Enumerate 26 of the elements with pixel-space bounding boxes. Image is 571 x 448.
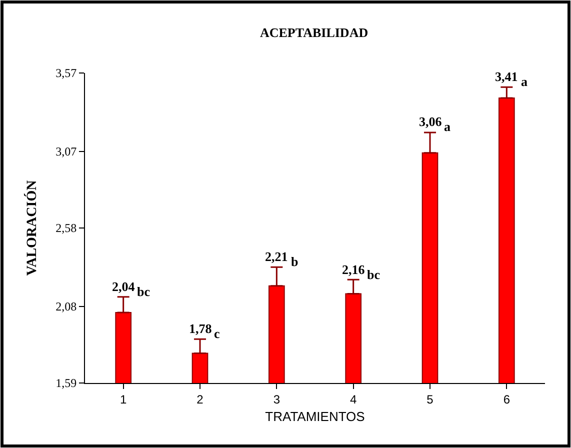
y-tick-label: 3,57 (56, 66, 77, 80)
y-tick-label: 2,58 (56, 221, 77, 236)
data-label: 2,21 (265, 249, 288, 264)
y-tick-label: 2,08 (56, 299, 77, 314)
annotation: bc (137, 284, 150, 299)
annotation: a (444, 119, 451, 134)
data-label: 3,06 (419, 114, 442, 129)
x-tick-label: 6 (503, 392, 510, 406)
annotation: b (291, 254, 298, 269)
y-tick-label: 1,59 (56, 376, 77, 390)
annotation: bc (367, 267, 380, 282)
x-tick-label: 3 (273, 392, 280, 406)
annotation: c (214, 326, 220, 341)
x-tick-label: 1 (120, 392, 127, 406)
y-tick-label: 3,07 (56, 144, 77, 158)
data-label: 2,04 (112, 279, 136, 294)
x-tick-label: 5 (426, 392, 434, 406)
x-axis-title: TRATAMIENTOS (265, 409, 366, 424)
y-axis-title: VALORACIÓN (23, 180, 40, 276)
data-label: 3,41 (495, 69, 518, 84)
data-label: 2,16 (342, 262, 366, 277)
x-tick-label: 4 (350, 392, 357, 406)
data-label: 1,78 (189, 321, 212, 336)
annotation: a (521, 74, 528, 89)
chart-title: ACEPTABILIDAD (260, 25, 368, 40)
x-tick-label: 2 (196, 392, 204, 406)
